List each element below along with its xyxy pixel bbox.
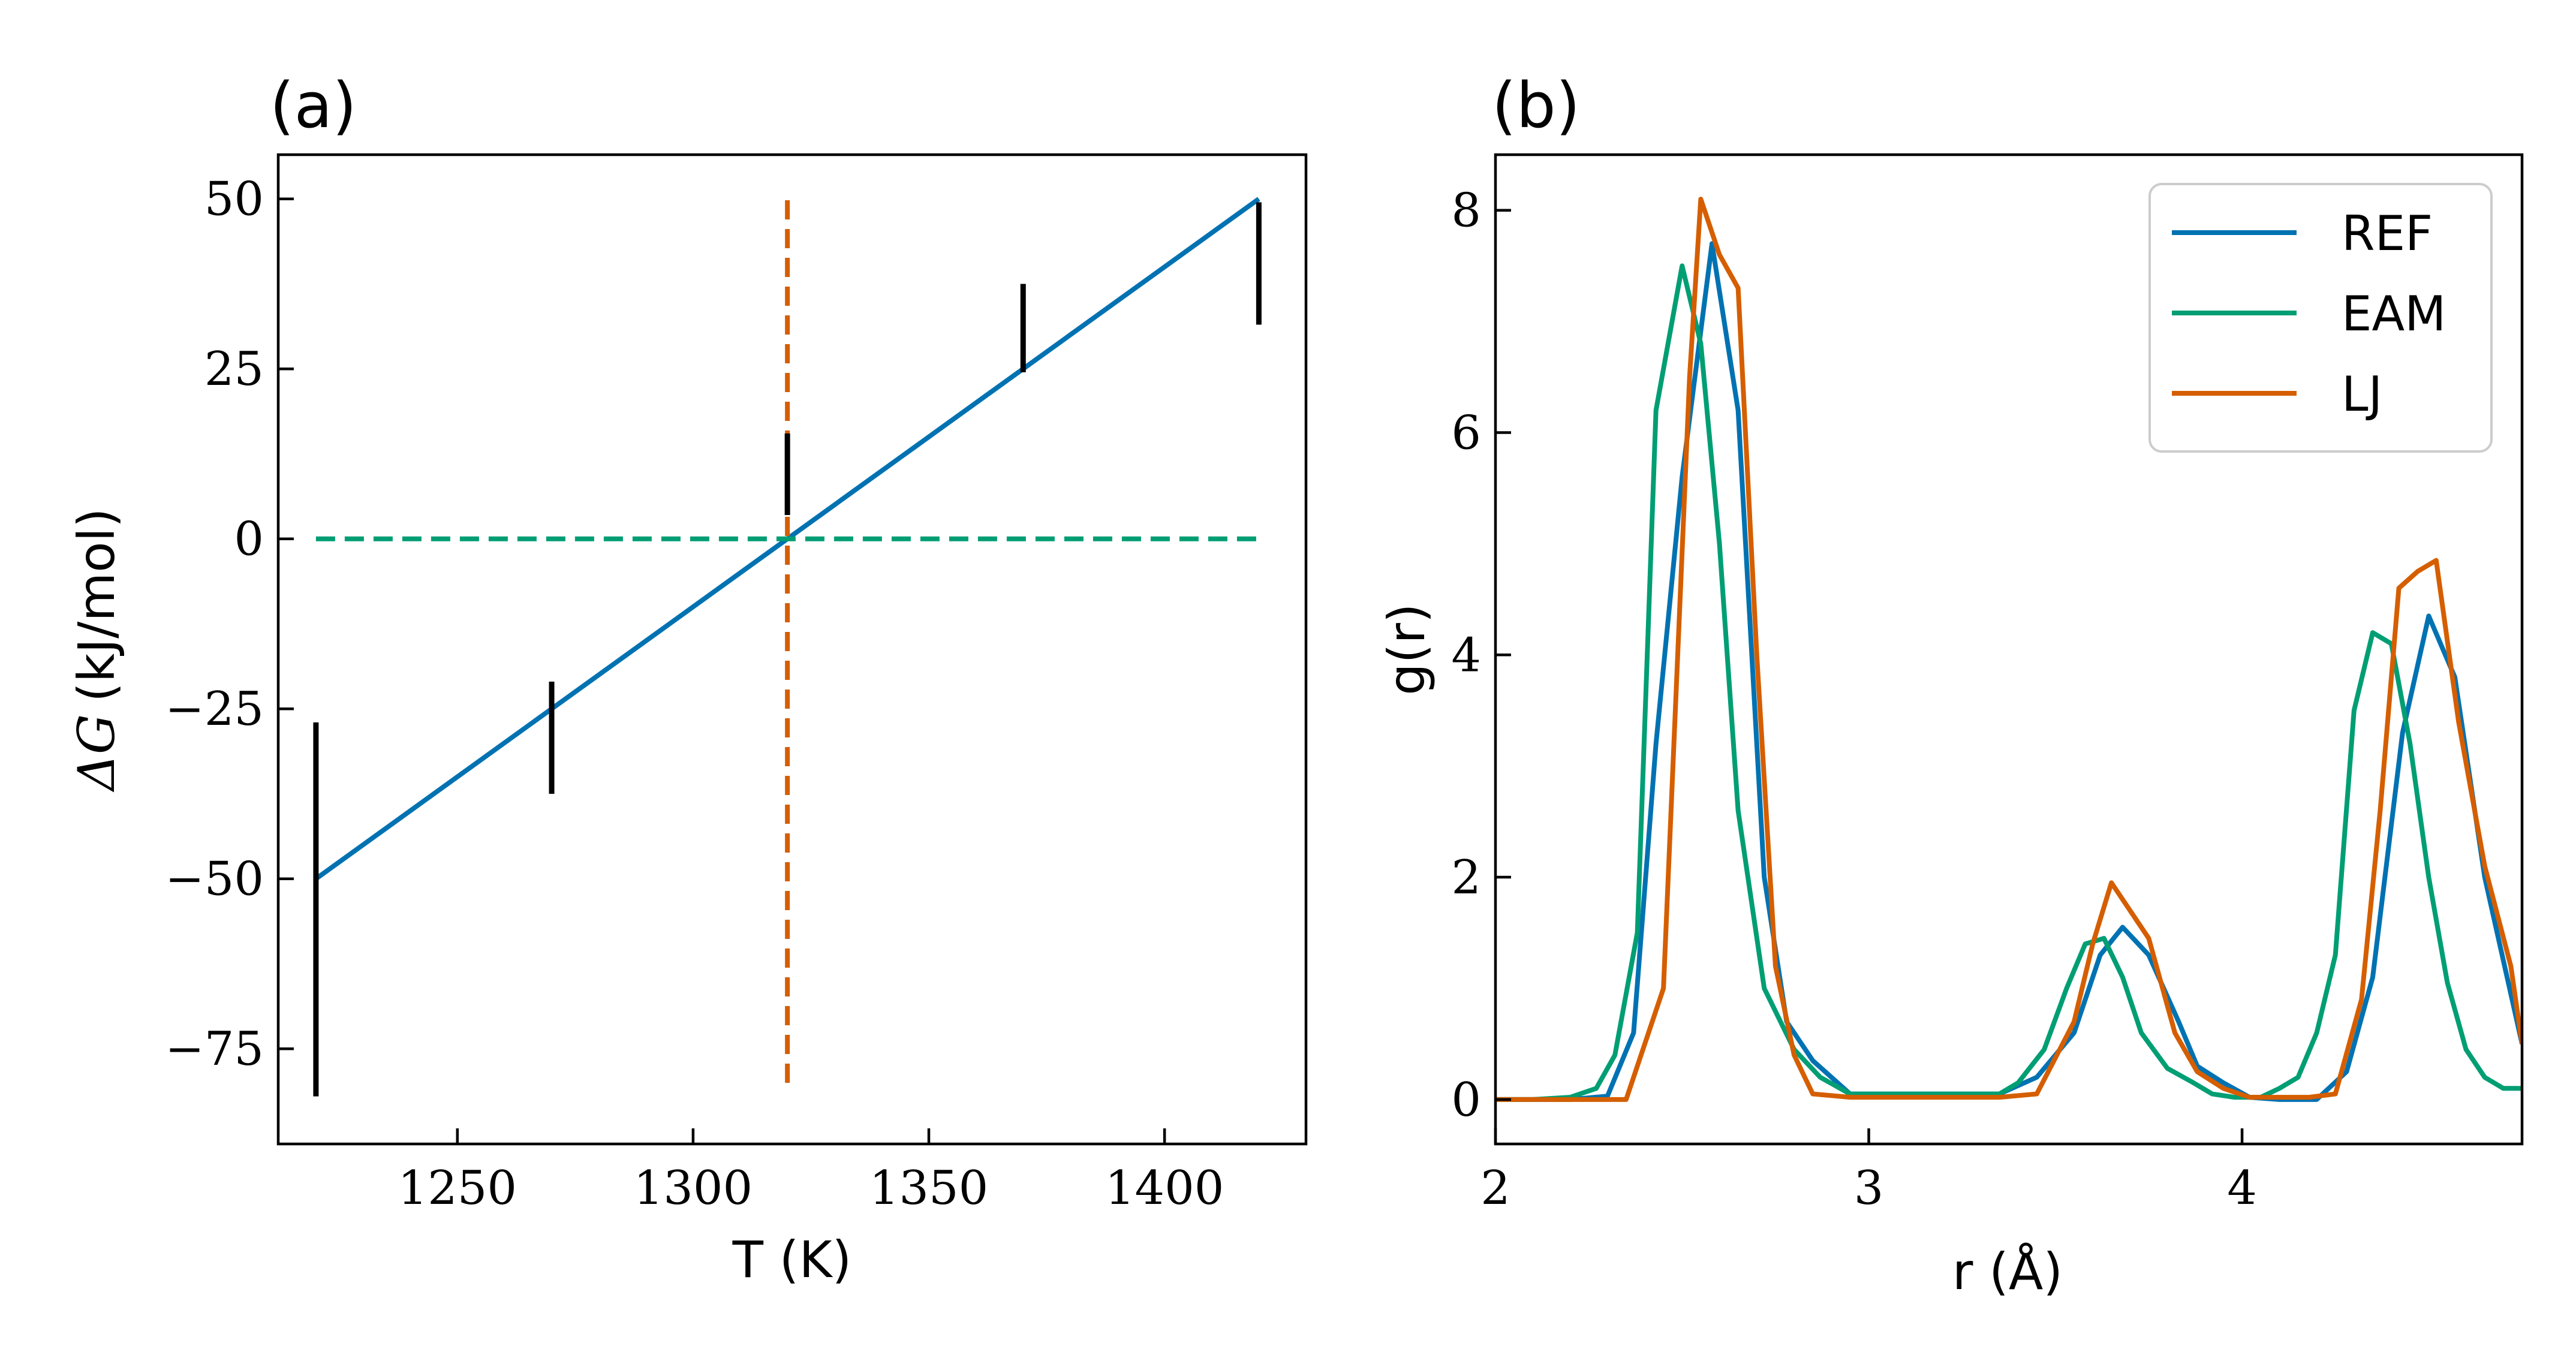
- panel-a-marks: [313, 197, 1262, 1097]
- panel-b-xlabel: r (Å): [1952, 1242, 2063, 1301]
- panel-b-ytick-label: 4: [1451, 628, 1481, 682]
- panel-a-ylabel: ΔG (kJ/mol): [67, 508, 126, 793]
- panel-a: (a) 1250 1300 1350 1400 −75 −50 −25 0 25 50 T (K)…: [67, 69, 1308, 1289]
- panel-a-xlabel: T (K): [732, 1230, 852, 1289]
- panel-b-frame: [1494, 153, 2524, 1146]
- panel-b-ticks: 2 3 4 0 2 4 6 8: [1451, 184, 2257, 1215]
- panel-a-ytick-label: 0: [234, 513, 264, 567]
- panel-b: (b) 2 3 4 0 2 4 6 8 r (Å) g(r) REF EAM LJ: [1377, 69, 2524, 1301]
- panel-b-ytick-label: 6: [1451, 406, 1481, 460]
- panel-b-series-lj: [1495, 197, 2522, 1102]
- panel-a-xtick-label: 1300: [634, 1161, 753, 1215]
- panel-a-ytick-label: 50: [204, 173, 264, 227]
- panel-b-series-eam: [1495, 263, 2522, 1102]
- panel-b-ylabel: g(r): [1377, 603, 1436, 695]
- panel-b-legend: REF EAM LJ: [2148, 183, 2493, 453]
- panel-b-marks: [1495, 197, 2522, 1102]
- panel-a-xtick-label: 1350: [869, 1161, 989, 1215]
- panel-a-xtick-label: 1400: [1105, 1161, 1224, 1215]
- legend-label-lj: LJ: [2342, 366, 2382, 422]
- panel-b-ytick-label: 2: [1451, 851, 1481, 905]
- panel-a-frame: [276, 153, 1308, 1146]
- panel-a-ylabel-symbol: ΔG: [67, 714, 126, 793]
- panel-a-xtick-label: 1250: [398, 1161, 517, 1215]
- legend-frame: [2148, 183, 2493, 453]
- panel-a-ytick-label: −75: [165, 1022, 264, 1076]
- panel-b-ytick-label: 0: [1451, 1073, 1481, 1127]
- panel-a-ytick-label: −50: [165, 853, 264, 907]
- panel-a-label: (a): [270, 69, 357, 142]
- panel-a-ticks: 1250 1300 1350 1400 −75 −50 −25 0 25 50: [165, 173, 1224, 1215]
- panel-b-ytick-label: 8: [1451, 184, 1481, 238]
- panel-b-xtick-label: 3: [1854, 1161, 1884, 1215]
- panel-b-label: (b): [1492, 69, 1580, 142]
- legend-label-ref: REF: [2342, 206, 2433, 261]
- legend-label-eam: EAM: [2342, 286, 2446, 342]
- panel-a-ytick-label: −25: [165, 682, 264, 736]
- panel-b-xtick-label: 2: [1480, 1161, 1510, 1215]
- panel-a-ytick-label: 25: [204, 342, 264, 396]
- panel-b-xtick-label: 4: [2227, 1161, 2257, 1215]
- panel-a-ylabel-unit: (kJ/mol): [67, 508, 126, 702]
